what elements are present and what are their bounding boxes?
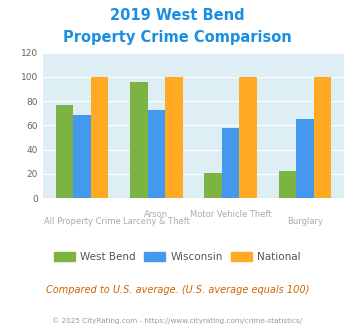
Bar bbox=[222, 128, 239, 198]
Text: Burglary: Burglary bbox=[287, 217, 323, 226]
Bar bbox=[148, 110, 165, 198]
Text: Larceny & Theft: Larceny & Theft bbox=[123, 217, 190, 226]
Bar bbox=[314, 77, 331, 198]
Bar bbox=[165, 77, 182, 198]
Text: Motor Vehicle Theft: Motor Vehicle Theft bbox=[190, 210, 272, 219]
Bar bbox=[56, 105, 73, 198]
Bar bbox=[73, 115, 91, 198]
Text: Property Crime Comparison: Property Crime Comparison bbox=[63, 30, 292, 45]
Bar bbox=[239, 77, 257, 198]
Text: 2019 West Bend: 2019 West Bend bbox=[110, 8, 245, 23]
Bar bbox=[296, 119, 314, 198]
Legend: West Bend, Wisconsin, National: West Bend, Wisconsin, National bbox=[50, 248, 305, 266]
Bar bbox=[130, 82, 148, 198]
Text: Arson: Arson bbox=[144, 210, 168, 219]
Text: All Property Crime: All Property Crime bbox=[44, 217, 120, 226]
Bar bbox=[204, 173, 222, 198]
Text: © 2025 CityRating.com - https://www.cityrating.com/crime-statistics/: © 2025 CityRating.com - https://www.city… bbox=[53, 317, 302, 324]
Text: Compared to U.S. average. (U.S. average equals 100): Compared to U.S. average. (U.S. average … bbox=[46, 285, 309, 295]
Bar bbox=[91, 77, 108, 198]
Bar bbox=[279, 171, 296, 198]
